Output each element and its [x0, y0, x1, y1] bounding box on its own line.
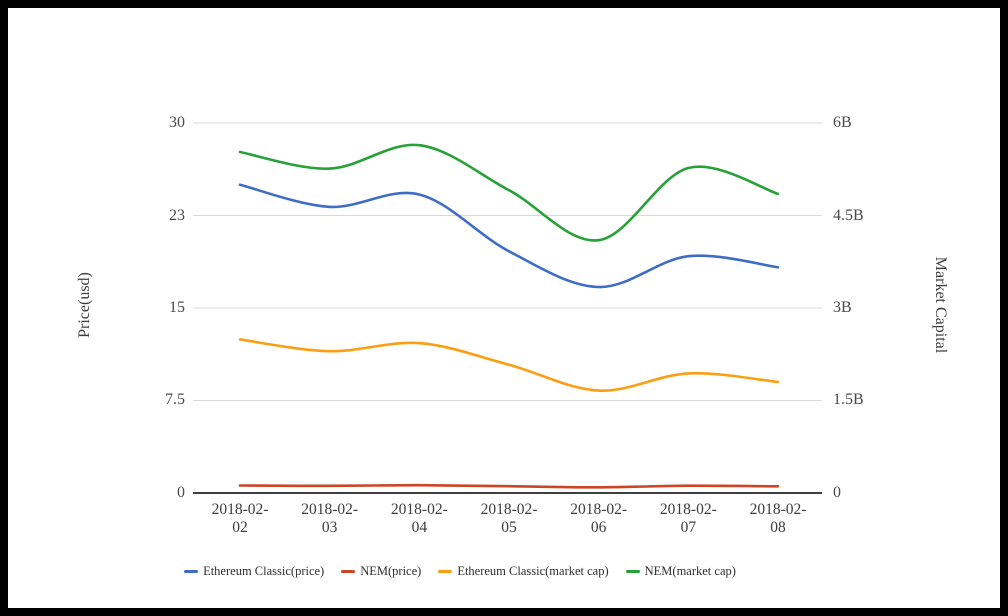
left-tick-7-5: 7.5: [165, 391, 185, 408]
x-tick-line2: 08: [770, 518, 786, 536]
x-tick-line1: 2018-02-: [480, 501, 538, 518]
x-tick-line2: 07: [680, 518, 697, 536]
x-tick-2018-02-05: 2018-02- 05: [463, 501, 555, 536]
legend-swatch-icon: [341, 570, 356, 573]
right-tick-1-5b: 1.5B: [833, 391, 864, 408]
right-tick-4-5b: 4.5B: [833, 207, 864, 224]
x-tick-line2: 06: [590, 518, 607, 536]
x-tick-line2: 05: [501, 518, 517, 536]
series-line-ethereum-classic-price: [238, 183, 780, 289]
legend-swatch-icon: [184, 570, 199, 573]
x-tick-2018-02-04: 2018-02- 04: [373, 501, 465, 536]
chart-legend: Ethereum Classic(price) NEM(price) Ethereu…: [0, 564, 920, 579]
series-line-nem-market-cap: [238, 143, 780, 242]
legend-label: NEM(market cap): [644, 564, 736, 578]
x-tick-2018-02-07: 2018-02- 07: [642, 501, 734, 536]
legend-item-nem-price[interactable]: NEM(price): [341, 564, 421, 579]
x-tick-line1: 2018-02-: [659, 501, 717, 518]
right-tick-0: 0: [833, 484, 841, 501]
left-tick-23: 23: [169, 207, 185, 224]
legend-label: Ethereum Classic(market cap): [457, 564, 609, 578]
legend-item-ethereum-classic-market-cap[interactable]: Ethereum Classic(market cap): [438, 564, 609, 579]
x-tick-line2: 02: [232, 518, 248, 536]
left-tick-15: 15: [169, 299, 185, 316]
x-tick-2018-02-08: 2018-02- 08: [732, 501, 824, 536]
x-tick-line1: 2018-02-: [301, 501, 359, 518]
x-tick-2018-02-02: 2018-02- 02: [194, 501, 286, 536]
legend-label: Ethereum Classic(price): [203, 564, 325, 578]
left-tick-0: 0: [177, 484, 185, 501]
x-tick-2018-02-03: 2018-02- 03: [284, 501, 376, 536]
right-tick-3b: 3B: [833, 299, 852, 316]
x-tick-line2: 04: [411, 518, 428, 536]
x-tick-line1: 2018-02-: [211, 501, 269, 518]
series-line-ethereum-classic-market-cap: [238, 338, 780, 392]
x-tick-2018-02-06: 2018-02- 06: [553, 501, 645, 536]
legend-item-ethereum-classic-price[interactable]: Ethereum Classic(price): [184, 564, 324, 579]
series-line-nem-price: [238, 483, 780, 489]
x-tick-line1: 2018-02-: [749, 501, 807, 518]
legend-swatch-icon: [438, 570, 453, 573]
legend-swatch-icon: [625, 570, 640, 573]
x-tick-line1: 2018-02-: [390, 501, 448, 518]
right-axis-title: Market Capital: [932, 256, 949, 354]
legend-label: NEM(price): [360, 564, 422, 578]
left-axis-title: Price(usd): [76, 272, 93, 338]
x-tick-line2: 03: [321, 518, 338, 536]
right-tick-6b: 6B: [833, 114, 852, 131]
left-tick-30: 30: [169, 114, 185, 131]
legend-item-nem-market-cap[interactable]: NEM(market cap): [625, 564, 736, 579]
x-tick-line1: 2018-02-: [570, 501, 628, 518]
